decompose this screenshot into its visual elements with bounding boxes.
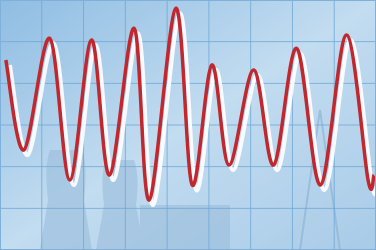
chart [0,0,376,250]
